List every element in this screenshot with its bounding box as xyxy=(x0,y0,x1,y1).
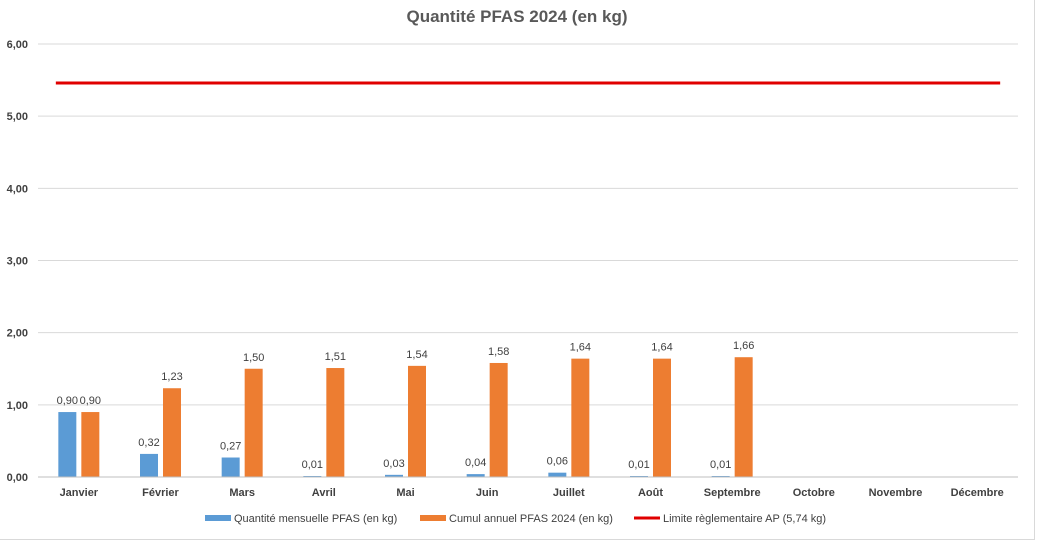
monthly-data-label: 0,90 xyxy=(57,395,78,407)
cumulative-bar xyxy=(163,388,181,477)
x-tick-label: Mai xyxy=(396,487,414,499)
monthly-bar xyxy=(140,453,158,477)
cumulative-bar xyxy=(653,358,671,477)
cumulative-bar xyxy=(244,368,263,477)
cumulative-bar xyxy=(326,368,345,477)
monthly-data-label: 0,03 xyxy=(383,458,404,470)
monthly-data-label: 0,06 xyxy=(547,456,568,468)
x-axis: Janvier Février Mars Avril Mai Juin Juillet Aoû… xyxy=(38,476,1018,499)
cumulative-data-label: 1,51 xyxy=(325,351,346,363)
cumulative-bar xyxy=(571,358,590,477)
cumulative-data-label: 1,50 xyxy=(243,352,264,364)
monthly-data-label: 0,01 xyxy=(628,459,649,471)
x-tick-label: Mars xyxy=(229,487,255,499)
x-tick-label: Juillet xyxy=(553,487,585,499)
x-tick-label: Novembre xyxy=(869,487,923,499)
y-tick-label: 3,00 xyxy=(7,256,28,268)
legend-label: Quantité mensuelle PFAS (en kg) xyxy=(234,513,397,525)
monthly-data-label: 0,01 xyxy=(710,459,731,471)
chart-title: Quantité PFAS 2024 (en kg) xyxy=(406,7,627,26)
monthly-data-label: 0,04 xyxy=(465,457,486,469)
cumulative-data-label: 1,66 xyxy=(733,340,754,352)
monthly-bar xyxy=(58,412,77,477)
cumulative-bar xyxy=(408,365,426,477)
y-tick-label: 2,00 xyxy=(7,328,28,340)
monthly-data-label: 0,01 xyxy=(302,459,323,471)
gridlines xyxy=(38,43,1018,406)
legend-swatch xyxy=(205,515,231,521)
x-tick-label: Juin xyxy=(476,487,499,499)
data-labels: 0,90 0,32 0,27 0,01 0,03 0,04 0,06 0,01 0,01 0,90… xyxy=(57,340,755,471)
x-tick-label: Août xyxy=(638,487,663,499)
cumulative-bar xyxy=(489,362,508,477)
cumulative-bar xyxy=(81,412,100,477)
cumulative-data-label: 1,64 xyxy=(570,342,591,354)
x-tick-label: Février xyxy=(142,487,179,499)
x-tick-label: Avril xyxy=(312,487,336,499)
cumulative-data-label: 1,23 xyxy=(161,371,182,383)
y-tick-label: 4,00 xyxy=(7,183,28,195)
x-tick-label: Décembre xyxy=(951,487,1004,499)
cumulative-data-label: 1,58 xyxy=(488,346,509,358)
legend-label: Limite règlementaire AP (5,74 kg) xyxy=(663,513,826,525)
x-tick-label: Octobre xyxy=(793,487,835,499)
x-tick-label: Septembre xyxy=(704,487,761,499)
monthly-data-label: 0,32 xyxy=(138,437,159,449)
legend-swatch xyxy=(420,515,446,521)
x-tick-label: Janvier xyxy=(60,487,99,499)
y-tick-label: 0,00 xyxy=(7,472,28,484)
cumulative-data-label: 1,64 xyxy=(651,342,672,354)
y-tick-label: 6,00 xyxy=(7,39,28,51)
y-tick-label: 1,00 xyxy=(7,400,28,412)
cumulative-data-label: 0,90 xyxy=(80,395,101,407)
monthly-bar xyxy=(385,474,403,477)
legend-label: Cumul annuel PFAS 2024 (en kg) xyxy=(449,513,613,525)
monthly-bar xyxy=(466,474,485,477)
monthly-bar xyxy=(548,472,567,477)
y-tick-label: 5,00 xyxy=(7,111,28,123)
monthly-data-label: 0,27 xyxy=(220,441,241,453)
y-axis: 0,00 1,00 2,00 3,00 4,00 5,00 6,00 xyxy=(7,39,28,484)
legend: Quantité mensuelle PFAS (en kg) Cumul ann… xyxy=(205,513,826,525)
cumulative-data-label: 1,54 xyxy=(406,349,427,361)
cumulative-bar xyxy=(734,357,753,477)
monthly-bar xyxy=(221,457,240,477)
